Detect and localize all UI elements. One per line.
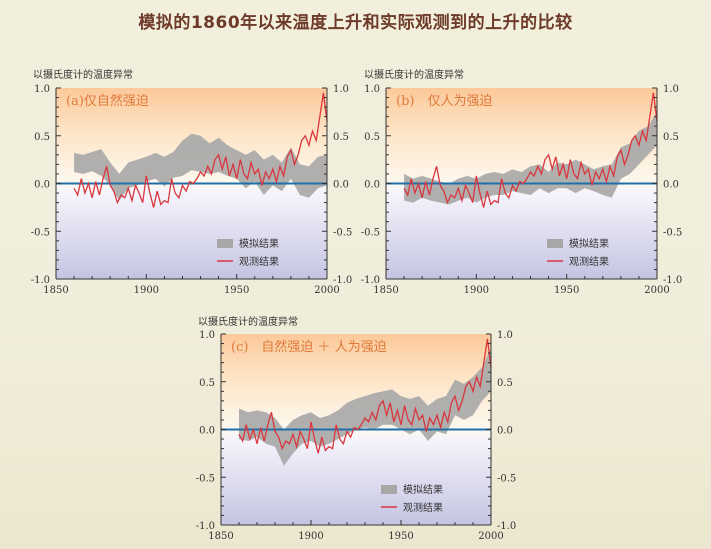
y-tick-label-left: -1.0 [31,275,50,286]
y-tick-label-right: 1.0 [333,84,349,95]
x-tick-label: 1900 [134,285,159,296]
x-tick-label: 1950 [554,285,579,296]
y-tick-label-left: 0.5 [34,132,50,143]
legend-label-model: 模拟结果 [239,237,279,250]
y-tick-label-right: 0.0 [333,180,349,191]
y-axis-label-a: 以摄氏度计的温度异常 [33,70,133,81]
x-tick-label: 1900 [298,531,323,542]
observed-line [73,92,328,208]
y-tick-label-left: -0.5 [196,473,215,484]
y-tick-label-right: -1.0 [497,521,516,532]
y-tick-label-left: -0.5 [31,227,50,238]
y-tick-label-left: 0.0 [34,180,50,191]
observed-line [238,338,492,454]
y-axis-label-b: 以摄氏度计的温度异常 [364,70,464,81]
y-tick-label-left: 1.0 [34,84,50,95]
model-band [404,111,657,205]
legend-label-observed: 观测结果 [403,501,443,514]
panel-label: (b) 仅人为强迫 [396,94,492,109]
y-tick-label-right: -0.5 [663,227,682,238]
y-tick-label-right: 0.0 [663,180,679,191]
y-tick-label-right: 0.0 [497,426,513,437]
x-tick-label: 2000 [644,285,669,296]
y-axis-label-c: 以摄氏度计的温度异常 [198,317,298,328]
x-tick-label: 1850 [208,531,233,542]
y-tick-label-left: 1.0 [199,330,215,341]
y-tick-label-left: 0.0 [364,180,380,191]
observed-line [403,92,658,208]
x-tick-label: 1950 [224,285,249,296]
panel-label: (c) 自然强迫 ＋ 人为强迫 [231,339,387,355]
y-tick-label-left: 0.5 [364,132,380,143]
legend-swatch-model [547,239,563,248]
plot-area [221,334,491,525]
y-tick-label-left: 1.0 [364,84,380,95]
y-tick-label-right: -0.5 [333,227,352,238]
y-tick-label-right: -0.5 [497,473,516,484]
x-tick-label: 1850 [43,285,68,296]
plot-area [56,88,327,279]
y-tick-label-right: 1.0 [663,84,679,95]
y-tick-label-right: -1.0 [663,275,682,286]
x-tick-label: 2000 [314,285,339,296]
y-tick-label-right: 0.5 [497,378,513,389]
x-tick-label: 1850 [373,285,398,296]
y-tick-label-left: 0.0 [199,426,215,437]
plot-area [386,88,657,279]
y-tick-label-right: 1.0 [497,330,513,341]
legend-label-model: 模拟结果 [569,237,609,250]
model-band [239,348,491,466]
y-tick-label-left: -0.5 [361,227,380,238]
y-tick-label-right: 0.5 [333,132,349,143]
y-tick-label-left: 0.5 [199,378,215,389]
page-title: 模拟的1860年以来温度上升和实际观测到的上升的比较 [138,13,573,33]
x-tick-label: 2000 [478,531,503,542]
legend-label-observed: 观测结果 [569,255,609,268]
y-tick-label-left: -1.0 [196,521,215,532]
model-band [74,133,327,201]
legend-swatch-model [381,485,397,494]
y-tick-label-left: -1.0 [361,275,380,286]
x-tick-label: 1950 [388,531,413,542]
y-tick-label-right: 0.5 [663,132,679,143]
panel-label: (a)仅自然强迫 [66,93,149,109]
legend-label-observed: 观测结果 [239,255,279,268]
legend-swatch-model [217,239,233,248]
legend-label-model: 模拟结果 [403,483,443,496]
x-tick-label: 1900 [464,285,489,296]
y-tick-label-right: -1.0 [333,275,352,286]
